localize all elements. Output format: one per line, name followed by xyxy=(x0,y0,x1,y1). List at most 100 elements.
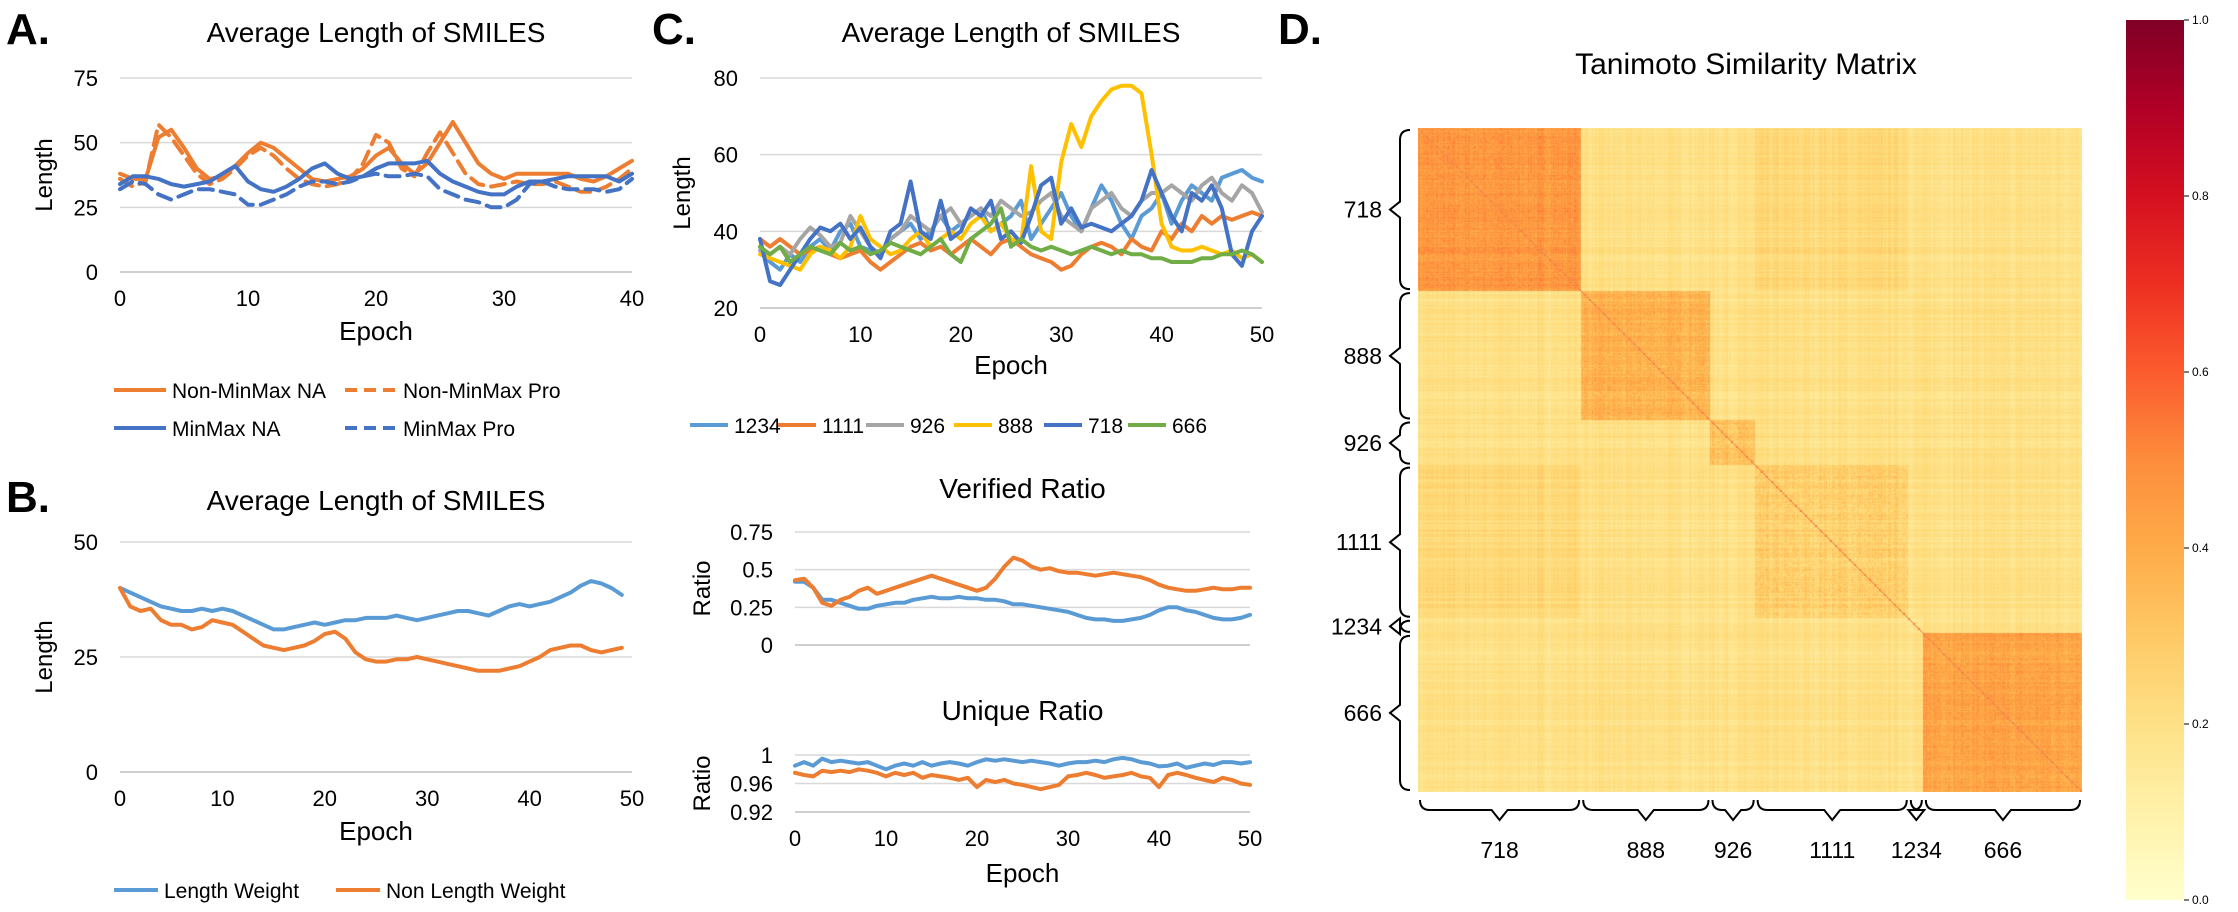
colorbar-tick-label: 0.0 xyxy=(2192,893,2209,907)
x-tick-label: 0 xyxy=(789,826,801,851)
row-group-bracket xyxy=(1388,129,1411,291)
series-line-length-weight xyxy=(118,579,624,632)
y-tick-label: 1 xyxy=(761,743,773,768)
x-tick-label: 10 xyxy=(210,786,234,811)
series-line-926 xyxy=(758,175,1264,257)
chart-c-length: 20 40 60 80 0 10 20 30 40 50 Average Length of SMI… xyxy=(669,17,1274,438)
legend-label: Non Length Weight xyxy=(386,880,566,903)
x-tick-label: 20 xyxy=(949,322,973,347)
series-line-minmax-pro xyxy=(118,171,634,210)
row-group-label: 666 xyxy=(1344,700,1382,726)
row-group-bracket xyxy=(1388,616,1411,637)
legend-label: Non-MinMax Pro xyxy=(403,380,561,403)
col-group-label: 926 xyxy=(1714,837,1752,863)
y-tick-label: 40 xyxy=(714,219,738,244)
x-tick-label: 40 xyxy=(620,286,644,311)
col-group-label: 1234 xyxy=(1891,837,1942,863)
chart-d-heatmap: Tanimoto Similarity Matrix 718 718 888 888 92… xyxy=(1331,13,2209,907)
y-tick-label: 25 xyxy=(74,195,98,220)
legend-label: 888 xyxy=(998,415,1033,438)
x-tick-label: 20 xyxy=(364,286,388,311)
series-line-666 xyxy=(758,206,1264,264)
panel-label-a: A. xyxy=(6,5,50,54)
x-axis-label: Epoch xyxy=(986,858,1060,888)
y-tick-label: 25 xyxy=(74,645,98,670)
series-line-1111 xyxy=(793,555,1252,608)
legend-label: 1234 xyxy=(734,415,781,438)
x-tick-label: 20 xyxy=(965,826,989,851)
x-tick-label: 30 xyxy=(492,286,516,311)
y-tick-label: 0.96 xyxy=(730,772,773,797)
col-group-bracket xyxy=(1924,799,2081,822)
chart-title: Tanimoto Similarity Matrix xyxy=(1575,48,1917,81)
legend-label: MinMax Pro xyxy=(403,418,515,441)
col-group-label: 666 xyxy=(1984,837,2022,863)
row-group-bracket xyxy=(1388,466,1411,618)
y-tick-label: 0.92 xyxy=(730,800,773,825)
y-tick-label: 20 xyxy=(714,296,738,321)
row-group-bracket xyxy=(1388,421,1411,465)
x-tick-label: 50 xyxy=(1250,322,1274,347)
x-tick-label: 0 xyxy=(114,286,126,311)
chart-title: Unique Ratio xyxy=(942,695,1104,726)
y-axis-label: Length xyxy=(669,156,696,229)
y-tick-label: 50 xyxy=(74,131,98,156)
colorbar-tick-label: 0.4 xyxy=(2192,541,2209,555)
colorbar-tick-label: 1.0 xyxy=(2192,13,2209,27)
diagonal-line xyxy=(1417,127,2083,793)
row-group-bracket xyxy=(1388,634,1411,791)
x-tick-label: 0 xyxy=(114,786,126,811)
x-tick-label: 10 xyxy=(848,322,872,347)
x-axis-label: Epoch xyxy=(339,816,413,846)
chart-a: 0 25 50 75 0 10 20 30 40 Average Length of SMILES… xyxy=(31,17,644,441)
y-tick-label: 0.75 xyxy=(730,520,773,545)
y-tick-label: 50 xyxy=(74,530,98,555)
row-group-label: 1234 xyxy=(1331,613,1382,639)
panel-label-d: D. xyxy=(1278,5,1322,54)
panel-label-c: C. xyxy=(652,5,696,54)
y-tick-label: 75 xyxy=(74,66,98,91)
x-axis-label: Epoch xyxy=(339,316,413,346)
x-tick-label: 0 xyxy=(754,322,766,347)
y-axis-label: Ratio xyxy=(689,755,716,811)
series-line-718 xyxy=(758,168,1264,287)
x-tick-label: 30 xyxy=(415,786,439,811)
col-group-bracket xyxy=(1582,799,1710,822)
chart-title: Average Length of SMILES xyxy=(842,17,1181,48)
row-group-label: 888 xyxy=(1344,343,1382,369)
colorbar xyxy=(2126,20,2184,900)
x-tick-label: 30 xyxy=(1056,826,1080,851)
y-tick-label: 0 xyxy=(86,260,98,285)
colorbar-tick-label: 0.6 xyxy=(2192,365,2209,379)
y-axis-label: Length xyxy=(31,620,58,693)
chart-title: Average Length of SMILES xyxy=(207,17,546,48)
x-tick-label: 50 xyxy=(620,786,644,811)
chart-title: Average Length of SMILES xyxy=(207,485,546,516)
series-line-non-minmax-na xyxy=(118,120,634,184)
series-line-1234 xyxy=(793,579,1252,623)
row-group-label: 1111 xyxy=(1336,529,1382,555)
legend-label: Length Weight xyxy=(164,880,299,903)
legend-label: 718 xyxy=(1088,415,1123,438)
x-tick-label: 20 xyxy=(313,786,337,811)
col-group-label: 888 xyxy=(1627,837,1665,863)
series-line-1111 xyxy=(793,767,1252,792)
y-tick-label: 0 xyxy=(761,633,773,658)
x-tick-label: 50 xyxy=(1238,826,1262,851)
chart-title: Verified Ratio xyxy=(939,473,1106,504)
y-tick-label: 60 xyxy=(714,143,738,168)
y-tick-label: 80 xyxy=(714,66,738,91)
x-tick-label: 40 xyxy=(1147,826,1171,851)
row-group-label: 718 xyxy=(1344,197,1382,223)
series-line-1234 xyxy=(793,755,1252,772)
series-line-non-length-weight xyxy=(118,586,624,673)
row-group-bracket xyxy=(1388,292,1411,420)
y-tick-label: 0.25 xyxy=(730,595,773,620)
col-group-bracket xyxy=(1711,799,1755,822)
y-axis-label: Length xyxy=(31,138,58,211)
col-group-bracket xyxy=(1906,799,1927,822)
panel-label-b: B. xyxy=(6,473,50,522)
series-line-minmax-na xyxy=(118,158,634,197)
